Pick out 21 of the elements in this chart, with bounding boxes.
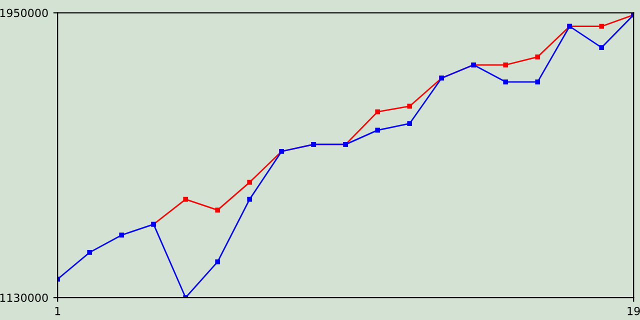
y-tick-label: 1950000 <box>0 8 48 18</box>
point <box>599 24 604 29</box>
point <box>599 45 604 50</box>
point <box>215 208 220 213</box>
point <box>535 54 540 60</box>
point <box>503 62 508 68</box>
point <box>407 121 412 126</box>
point <box>215 259 220 264</box>
point <box>535 79 540 84</box>
point <box>119 232 124 238</box>
point <box>87 250 92 255</box>
x-tick-label: 1 <box>55 306 60 316</box>
y-tick-label: 1130000 <box>0 294 48 302</box>
point <box>375 109 380 114</box>
point <box>183 196 188 202</box>
point <box>407 104 412 109</box>
point <box>503 79 508 84</box>
point <box>247 196 252 202</box>
x-tick-label: 19 <box>628 306 640 316</box>
point <box>247 180 252 185</box>
point <box>375 128 380 133</box>
